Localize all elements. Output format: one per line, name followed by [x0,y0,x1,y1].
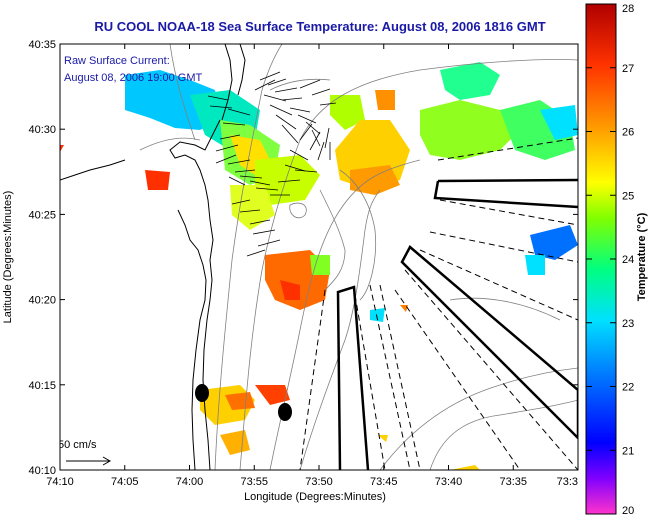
site-marker-1 [195,384,209,402]
colorbar-tick-label: 24 [622,254,634,266]
x-axis-label: Longitude (Degrees:Minutes) [244,491,386,503]
colorbar-label: Temperature (°C) [636,212,648,301]
x-tick-label: 73:35 [499,476,527,488]
map-plot-area: Raw Surface Current: August 08, 2006 19:… [58,44,578,470]
colorbar-tick-label: 23 [622,318,634,330]
sst-patches [60,62,578,470]
annotation-line2: August 08, 2006 19:00 GMT [64,72,202,84]
x-tick-label: 74:05 [111,476,139,488]
colorbar-tick-label: 27 [622,63,634,75]
y-tick-label: 40:25 [28,209,56,221]
colorbar-tick-label: 26 [622,127,634,139]
y-tick-label: 40:10 [28,465,56,477]
scale-label: 50 cm/s [58,439,97,451]
radar-dashed-lines [299,137,578,470]
x-tick-label: 73:40 [435,476,463,488]
map-title: RU COOL NOAA-18 Sea Surface Temperature:… [94,19,545,34]
colorbar-tick-label: 25 [622,190,634,202]
x-tick-label: 73:3 [557,476,578,488]
y-axis-label: Latitude (Degrees:Minutes) [2,191,14,324]
colorbar-ticks: 28 27 26 25 24 23 22 21 20 [586,3,634,517]
x-tick-label: 73:50 [305,476,333,488]
colorbar-tick-label: 22 [622,382,634,394]
annotation-line1: Raw Surface Current: [64,55,170,67]
y-tick-label: 40:35 [28,39,56,51]
surface-current-vectors [207,71,337,257]
radar-solid-outlines [336,178,578,470]
coastline [60,44,246,470]
x-tick-label: 73:45 [370,476,398,488]
colorbar-tick-label: 21 [622,445,634,457]
x-tick-label: 74:10 [46,476,74,488]
site-marker-2 [278,403,292,421]
y-tick-label: 40:15 [28,380,56,392]
bathymetry-contours [139,44,578,470]
y-axis-ticks: 40:35 40:30 40:25 40:20 40:15 40:10 [28,39,578,477]
scale-arrow [66,456,112,466]
x-axis-ticks: 74:10 74:05 74:00 73:55 73:50 73:45 73:40 73:35… [46,44,579,488]
colorbar-tick-label: 20 [622,505,634,517]
y-tick-label: 40:20 [28,295,56,307]
x-tick-label: 73:55 [240,476,268,488]
y-tick-label: 40:30 [28,124,56,136]
colorbar-tick-label: 28 [622,3,634,15]
x-tick-label: 74:00 [176,476,204,488]
